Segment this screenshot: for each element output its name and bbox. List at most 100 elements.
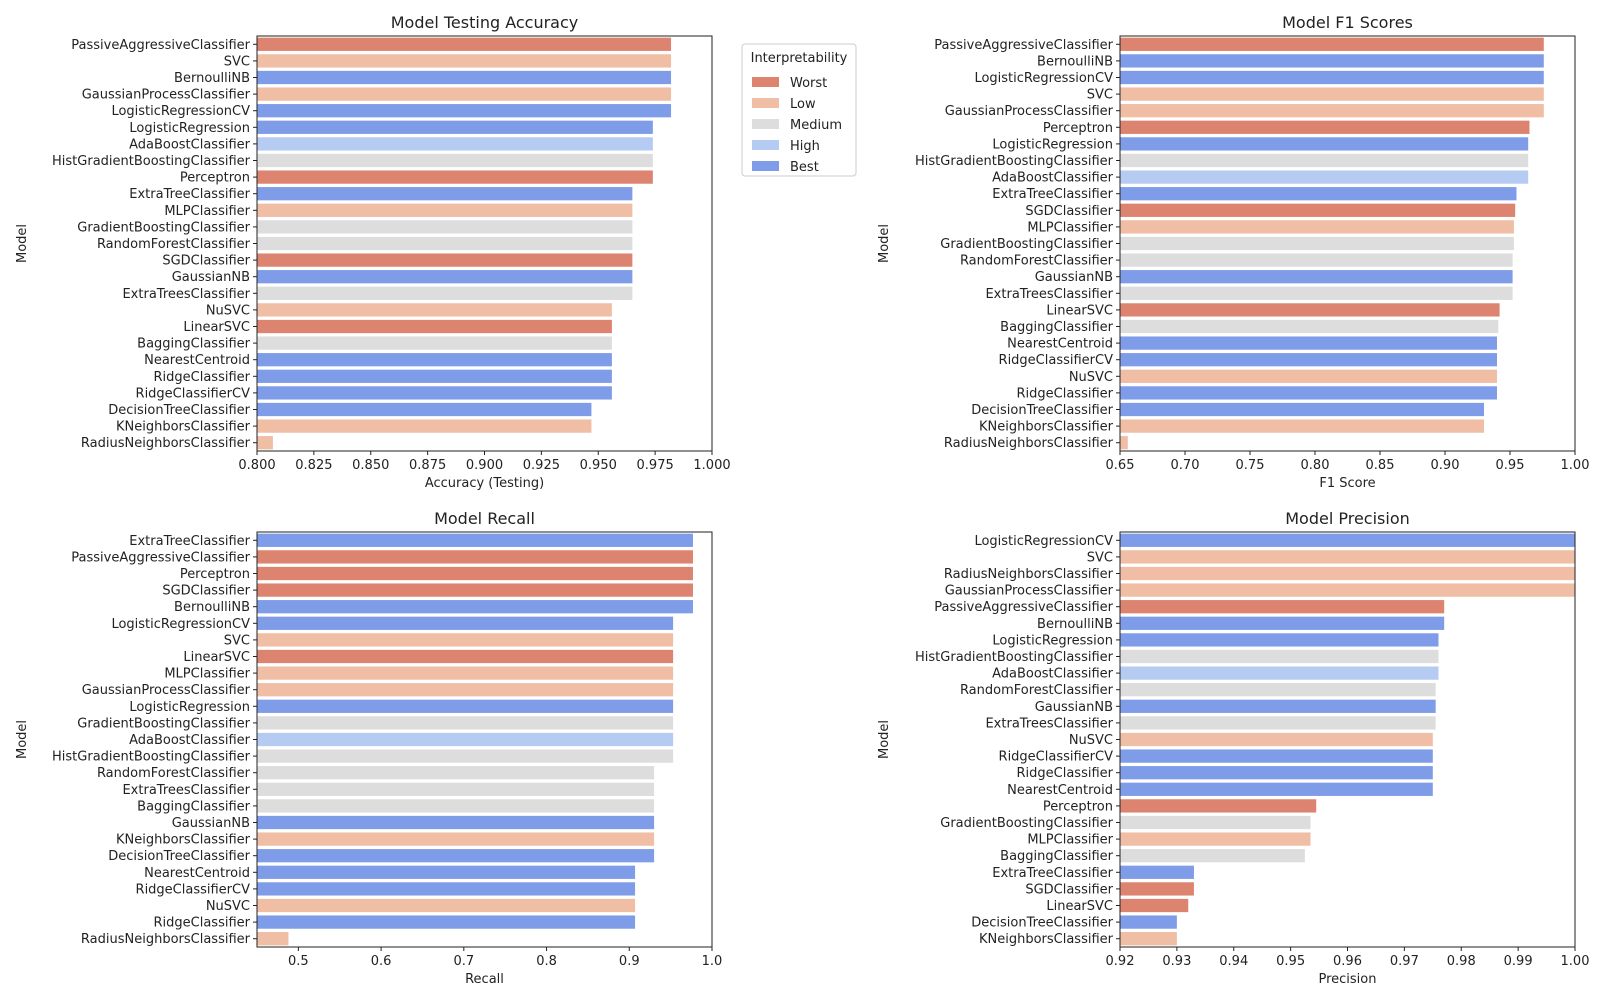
y-tick-label: SGDClassifier [162,254,250,269]
bar-GradientBoostingClassifier [257,220,633,234]
bar-Perceptron [1120,799,1317,813]
y-tick-label: LogisticRegression [992,633,1113,648]
y-tick-label: NuSVC [206,899,250,914]
y-tick-label: NuSVC [1069,370,1113,385]
bar-RidgeClassifierCV [1120,749,1433,763]
chart-title: Model Testing Accuracy [391,13,579,32]
bar-ExtraTreesClassifier [1120,716,1436,730]
bar-KNeighborsClassifier [1120,419,1484,433]
bar-NearestCentroid [1120,336,1497,350]
bar-LinearSVC [1120,898,1189,913]
bar-RidgeClassifier [257,915,636,929]
x-tick-label: 0.7 [453,954,474,969]
bar-DecisionTreeClassifier [1120,915,1177,929]
y-tick-label: LogisticRegression [129,121,250,136]
bar-GaussianProcessClassifier [1120,104,1544,118]
y-tick-label: RadiusNeighborsClassifier [944,436,1114,451]
legend-swatch-worst [752,77,779,87]
bar-DecisionTreeClassifier [1120,402,1484,417]
y-tick-label: ExtraTreeClassifier [992,866,1113,881]
y-tick-label: LinearSVC [183,320,250,335]
y-tick-label: AdaBoostClassifier [992,171,1114,186]
bar-BaggingClassifier [257,799,655,813]
y-tick-label: AdaBoostClassifier [129,137,251,152]
y-tick-label: GaussianProcessClassifier [945,104,1114,119]
x-tick-label: 0.97 [1390,954,1419,969]
y-tick-label: SVC [1087,550,1113,565]
x-tick-label: 0.85 [1366,458,1395,473]
bar-NearestCentroid [257,353,612,367]
y-tick-label: GaussianProcessClassifier [82,683,251,698]
bar-RandomForestClassifier [257,766,655,780]
legend-swatch-best [752,161,779,171]
bar-BernoulliNB [257,70,672,85]
bar-PassiveAggressiveClassifier [1120,600,1445,614]
bar-BernoulliNB [257,600,693,614]
y-tick-label: AdaBoostClassifier [129,733,251,748]
x-tick-label: 0.96 [1333,954,1362,969]
y-tick-label: NuSVC [1069,733,1113,748]
y-tick-label: GaussianNB [1035,270,1113,285]
bar-NuSVC [1120,732,1433,747]
y-tick-label: RandomForestClassifier [960,254,1114,269]
y-tick-label: DecisionTreeClassifier [971,916,1113,931]
y-tick-label: RandomForestClassifier [97,766,251,781]
bar-BaggingClassifier [1120,319,1499,334]
x-tick-label: 0.875 [409,458,446,473]
y-tick-label: LogisticRegressionCV [111,104,250,119]
x-tick-label: 0.65 [1106,458,1135,473]
y-tick-label: RadiusNeighborsClassifier [81,436,251,451]
bar-GradientBoostingClassifier [1120,815,1311,830]
y-tick-label: LinearSVC [1046,303,1113,318]
bar-RidgeClassifierCV [257,882,636,896]
bar-RidgeClassifier [1120,386,1497,400]
legend-label-medium: Medium [790,118,842,133]
bar-ExtraTreeClassifier [1120,187,1517,201]
y-tick-label: SVC [1087,88,1113,103]
y-tick-label: LogisticRegressionCV [111,617,250,632]
bar-NearestCentroid [1120,782,1433,796]
bar-Perceptron [257,170,653,184]
bar-KNeighborsClassifier [257,419,592,433]
bar-SGDClassifier [1120,203,1516,217]
bar-GaussianProcessClassifier [257,683,674,697]
bar-LogisticRegression [257,699,674,713]
y-tick-label: PassiveAggressiveClassifier [934,600,1113,615]
y-tick-label: SGDClassifier [1025,204,1113,219]
x-tick-label: 0.5 [288,954,309,969]
y-tick-label: ExtraTreeClassifier [129,534,250,549]
y-tick-label: BaggingClassifier [1000,849,1113,864]
bar-RidgeClassifier [1120,766,1433,780]
bar-SGDClassifier [257,253,633,267]
bar-AdaBoostClassifier [1120,170,1529,184]
chart-title: Model Recall [434,509,535,528]
x-tick-label: 0.75 [1236,458,1265,473]
bar-LogisticRegression [257,120,653,134]
x-tick-label: 0.93 [1162,954,1191,969]
bar-GaussianNB [1120,699,1436,713]
bar-SGDClassifier [257,583,693,597]
bar-ExtraTreesClassifier [257,286,633,300]
y-tick-label: RidgeClassifier [1017,766,1114,781]
bar-Perceptron [1120,120,1530,134]
y-tick-label: SGDClassifier [1025,882,1113,897]
x-tick-label: 0.950 [580,458,617,473]
chart-panel-3: ExtraTreeClassifierPassiveAggressiveClas… [15,509,722,987]
bar-HistGradientBoostingClassifier [1120,153,1529,168]
x-tick-label: 0.80 [1301,458,1330,473]
bar-MLPClassifier [1120,220,1514,234]
bar-KNeighborsClassifier [257,832,655,846]
y-tick-label: KNeighborsClassifier [116,420,251,435]
bar-MLPClassifier [257,203,633,217]
y-tick-label: GradientBoostingClassifier [940,237,1113,252]
bar-ExtraTreesClassifier [1120,286,1513,300]
bar-AdaBoostClassifier [257,137,653,151]
y-tick-label: DecisionTreeClassifier [108,403,250,418]
y-tick-label: LinearSVC [1046,899,1113,914]
bar-AdaBoostClassifier [257,732,674,747]
y-tick-label: RidgeClassifierCV [136,386,251,401]
y-axis-label: Model [15,720,30,759]
legend: Interpretability Worst Low Medium High Best [741,43,857,177]
